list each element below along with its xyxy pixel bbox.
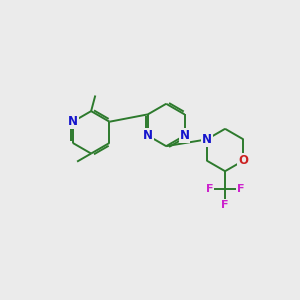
Text: N: N: [143, 129, 153, 142]
Text: N: N: [202, 133, 212, 146]
Text: F: F: [221, 200, 229, 210]
Text: N: N: [180, 129, 190, 142]
Text: F: F: [237, 184, 244, 194]
Text: N: N: [68, 115, 78, 128]
Text: F: F: [206, 184, 214, 194]
Text: O: O: [238, 154, 248, 167]
